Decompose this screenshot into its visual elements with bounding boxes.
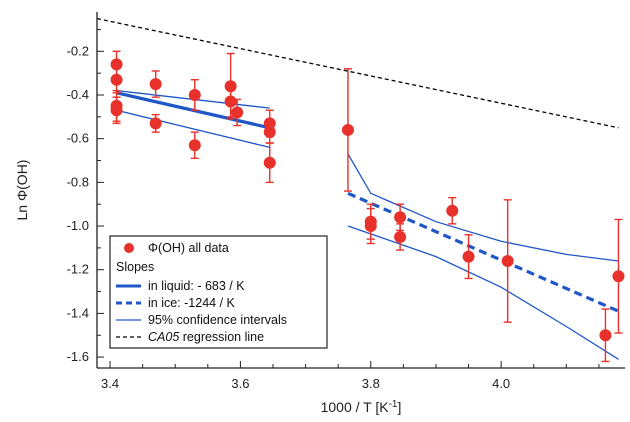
data-point: [110, 96, 123, 125]
x-axis-title-main: 1000 / T [K: [321, 399, 390, 415]
data-marker: [341, 123, 354, 136]
data-marker: [188, 139, 201, 152]
data-point: [110, 65, 123, 94]
series-line-thin-solid: [347, 225, 619, 360]
data-point: [188, 131, 201, 160]
data-marker: [263, 156, 276, 169]
data-point: [462, 234, 475, 280]
plot-area: [96, 17, 625, 363]
legend-marker-data: [124, 243, 134, 253]
series-line-thin-solid: [347, 153, 619, 262]
data-point: [188, 79, 201, 111]
x-axis-title-end: ]: [398, 399, 402, 415]
data-marker: [599, 329, 612, 342]
data-point: [501, 199, 514, 323]
data-point: [149, 113, 162, 133]
x-tick-label: 3.6: [231, 376, 249, 391]
data-point: [612, 218, 625, 334]
y-axis-title: Ln Φ(OH): [14, 160, 30, 221]
data-marker: [263, 126, 276, 139]
data-marker: [149, 78, 162, 91]
data-point: [599, 308, 612, 363]
data-marker: [110, 58, 123, 71]
legend-label-ca05-rest: regression line: [179, 330, 264, 344]
x-axis-title: 1000 / T [K-1]: [321, 399, 402, 416]
legend-label-ci: 95% confidence intervals: [148, 313, 287, 327]
data-point: [394, 223, 407, 251]
data-marker: [224, 95, 237, 108]
legend-label-data: Φ(OH) all data: [148, 241, 229, 255]
data-point: [263, 142, 276, 184]
legend-label-ice: in ice: -1244 / K: [148, 296, 236, 310]
data-marker: [501, 254, 514, 267]
data-point: [446, 196, 459, 225]
x-tick-label: 4.0: [492, 376, 510, 391]
data-marker: [231, 106, 244, 119]
data-marker: [394, 230, 407, 243]
x-axis-title-sup: -1: [389, 399, 398, 410]
data-marker: [110, 73, 123, 86]
y-tick-label: -1.2: [67, 262, 89, 277]
legend: Φ(OH) all data Slopes in liquid: - 683 /…: [109, 235, 328, 349]
data-point: [231, 98, 244, 127]
series-line-thick-dashed: [347, 191, 620, 313]
data-marker: [394, 211, 407, 224]
data-marker: [462, 250, 475, 263]
y-tick-label: -0.6: [67, 131, 89, 146]
y-tick-label: -1.0: [67, 218, 89, 233]
legend-label-ca05-italic: CA05: [148, 330, 179, 344]
axes: -0.2 -0.4 -0.6 -0.8 -1.0 -1.2 -1.4 -1.6 3.4 3.6 3.…: [67, 12, 625, 391]
legend-label-ca05: CA05 regression line: [148, 330, 264, 344]
y-tick-label: -0.2: [67, 43, 89, 58]
data-marker: [110, 104, 123, 117]
data-marker: [188, 88, 201, 101]
series-line-black-dashed: [96, 17, 619, 129]
x-tick-label: 3.8: [362, 376, 380, 391]
data-marker: [364, 220, 377, 233]
data-marker: [446, 204, 459, 217]
y-tick-label: -0.4: [67, 87, 89, 102]
data-point: [364, 207, 377, 245]
legend-label-liquid: in liquid: - 683 / K: [148, 279, 245, 293]
y-tick-label: -0.8: [67, 174, 89, 189]
data-point: [149, 70, 162, 98]
y-tick-label: -1.4: [67, 305, 89, 320]
series-line-thin-solid: [116, 109, 270, 149]
data-point: [224, 85, 237, 118]
x-tick-label: 3.4: [101, 376, 119, 391]
data-marker: [149, 117, 162, 130]
y-tick-label: -1.6: [67, 349, 89, 364]
data-point: [341, 68, 354, 192]
legend-label-slopes: Slopes: [116, 260, 154, 274]
legend-box: [109, 235, 328, 349]
data-marker: [612, 270, 625, 283]
